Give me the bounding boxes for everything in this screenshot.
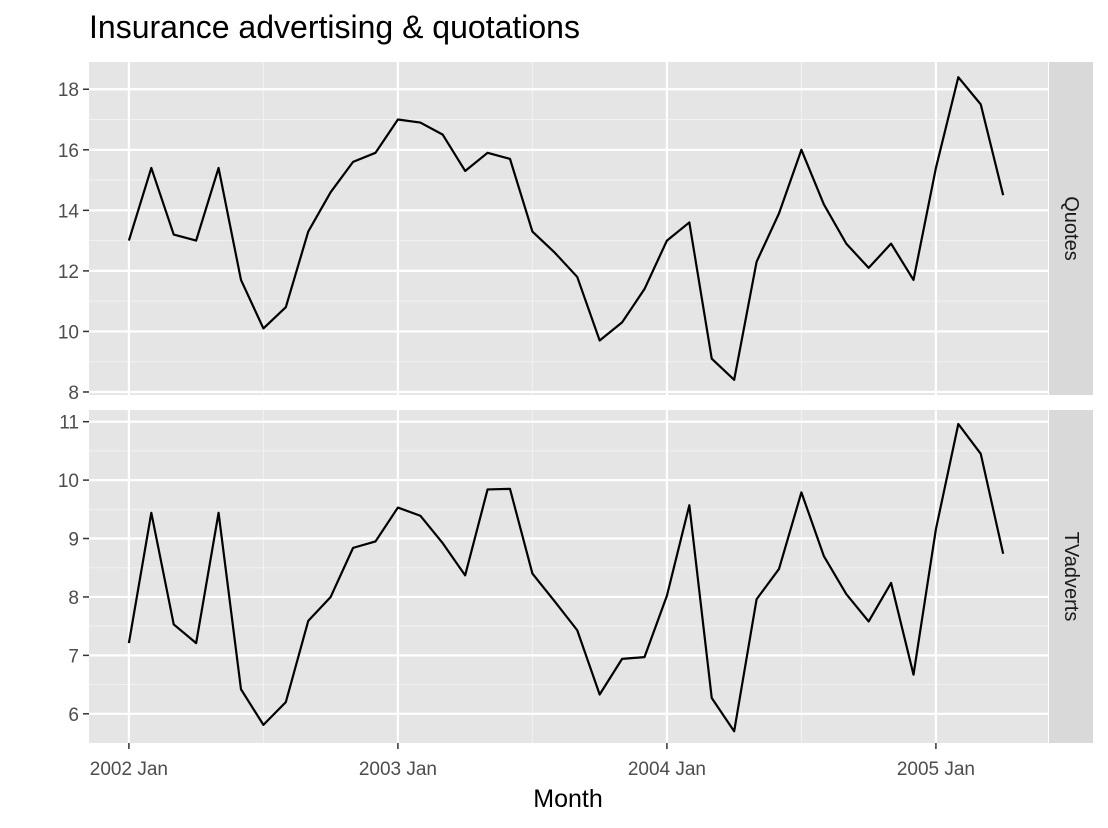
y-tick-label: 10 <box>58 322 79 343</box>
panel-background <box>89 410 1048 743</box>
y-tick-label: 7 <box>68 646 79 667</box>
chart-title: Insurance advertising & quotations <box>89 9 580 45</box>
x-tick-label: 2002 Jan <box>90 759 168 780</box>
x-tick-label: 2004 Jan <box>628 759 706 780</box>
series-line-tvadverts <box>127 422 1005 733</box>
y-tick-label: 11 <box>59 413 79 434</box>
facet-strip <box>1049 62 1093 395</box>
facet-strip <box>1049 410 1093 743</box>
panel-quotes: 8 10 12 14 16 18 Quotes <box>58 62 1093 404</box>
x-axis-title: Month <box>533 785 602 813</box>
x-tick-label: 2003 Jan <box>359 759 437 780</box>
y-tick-label: 10 <box>58 471 79 492</box>
y-tick-label: 8 <box>68 383 79 404</box>
y-tick-label: 8 <box>68 588 79 609</box>
x-tick-label: 2005 Jan <box>897 759 975 780</box>
y-tick-label: 16 <box>58 141 79 162</box>
y-tick-label: 18 <box>58 80 79 101</box>
y-tick-label: 9 <box>68 530 79 551</box>
series-line-quotes <box>127 76 1005 381</box>
panel-tvadverts: 6 7 8 9 10 11 TVadverts <box>58 410 1093 743</box>
panel-background <box>89 62 1048 395</box>
y-tick-label: 6 <box>68 705 79 726</box>
y-tick-label: 14 <box>58 201 80 222</box>
facet-strip-label: TVadverts <box>1060 532 1082 622</box>
x-axis: 2002 Jan 2003 Jan 2004 Jan 2005 Jan <box>90 743 975 780</box>
facet-strip-label: Quotes <box>1060 196 1082 260</box>
y-tick-label: 12 <box>58 262 79 283</box>
